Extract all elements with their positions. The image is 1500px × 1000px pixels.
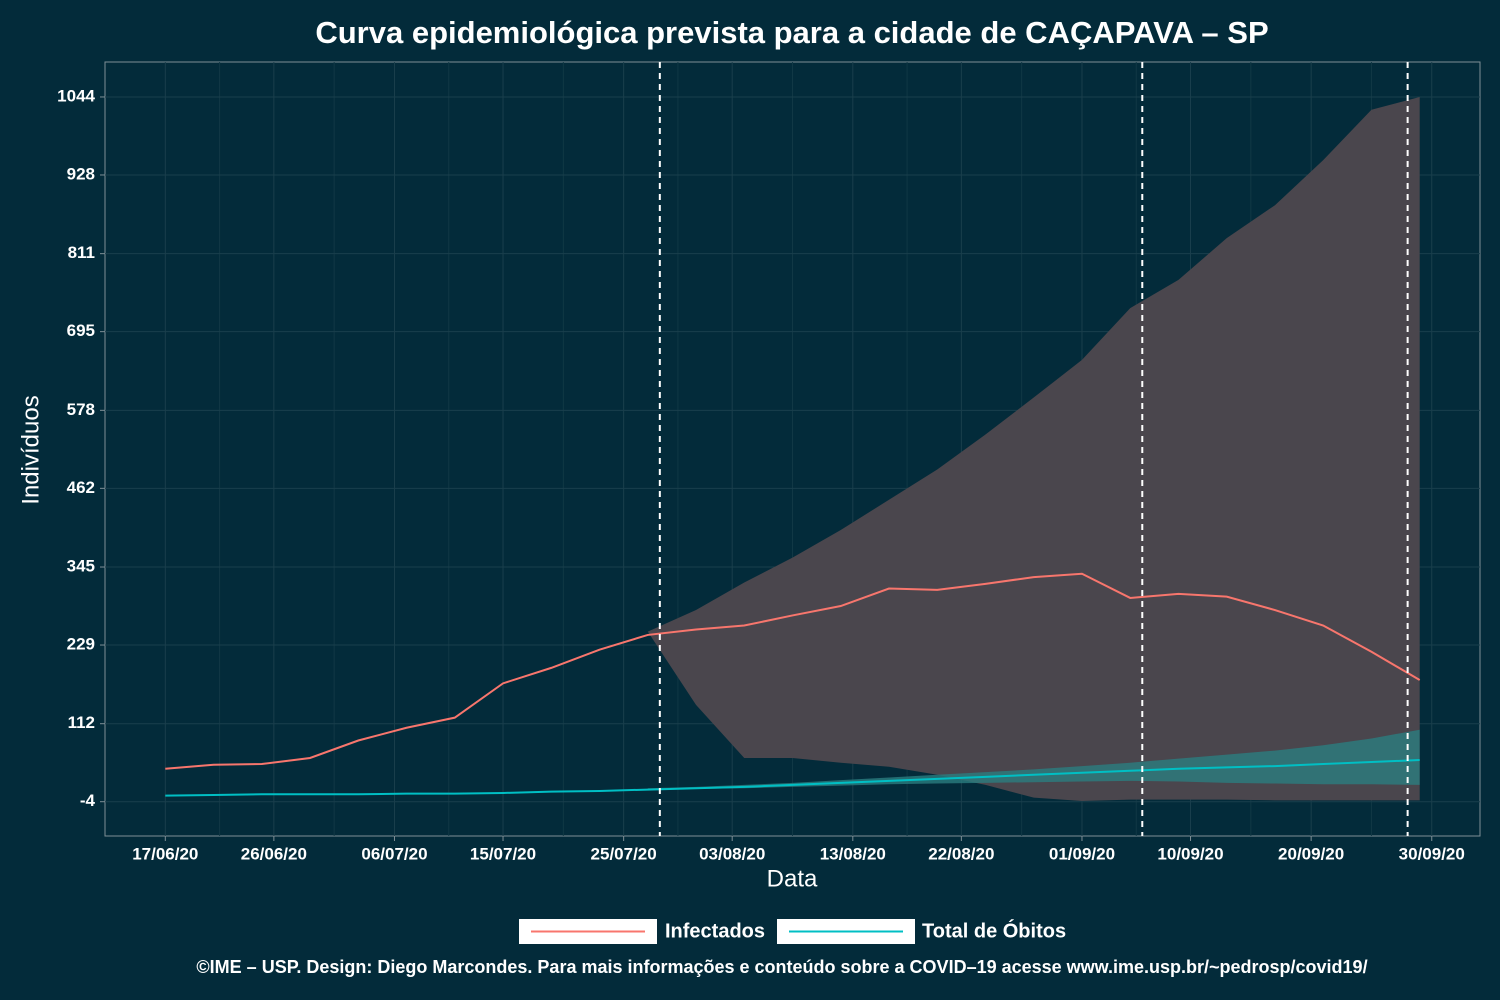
y-tick-label: 229 [67, 635, 95, 654]
confidence-band [647, 729, 1420, 791]
x-tick-label: 30/09/20 [1399, 844, 1465, 863]
x-tick-label: 15/07/20 [470, 844, 536, 863]
x-tick-label: 26/06/20 [241, 844, 307, 863]
confidence-band [647, 96, 1420, 802]
x-tick-label: 20/09/20 [1278, 844, 1344, 863]
x-tick-label: 10/09/20 [1157, 844, 1223, 863]
legend-label: Total de Óbitos [922, 918, 1066, 942]
x-tick-label: 01/09/20 [1049, 844, 1115, 863]
y-tick-label: 811 [68, 243, 95, 262]
x-tick-label: 17/06/20 [132, 844, 198, 863]
y-tick-label: -4 [80, 791, 96, 810]
x-tick-label: 22/08/20 [928, 844, 994, 863]
caption: ©IME – USP. Design: Diego Marcondes. Par… [196, 957, 1367, 977]
y-tick-label: 345 [67, 557, 95, 576]
y-tick-label: 928 [67, 164, 95, 183]
chart-title: Curva epidemiológica prevista para a cid… [315, 15, 1268, 50]
y-tick-label: 1044 [57, 86, 95, 105]
x-tick-label: 06/07/20 [361, 844, 427, 863]
y-tick-label: 578 [67, 400, 95, 419]
y-tick-label: 462 [67, 478, 95, 497]
x-axis-label: Data [767, 865, 818, 892]
x-tick-label: 13/08/20 [820, 844, 886, 863]
x-tick-label: 25/07/20 [591, 844, 657, 863]
legend-label: Infectados [665, 920, 765, 942]
series-line [165, 572, 1421, 770]
x-tick-label: 03/08/20 [699, 844, 765, 863]
y-axis-label: Indivíduos [17, 395, 44, 504]
series-line [165, 759, 1420, 797]
y-tick-label: 695 [67, 321, 95, 340]
y-tick-label: 112 [68, 713, 95, 732]
